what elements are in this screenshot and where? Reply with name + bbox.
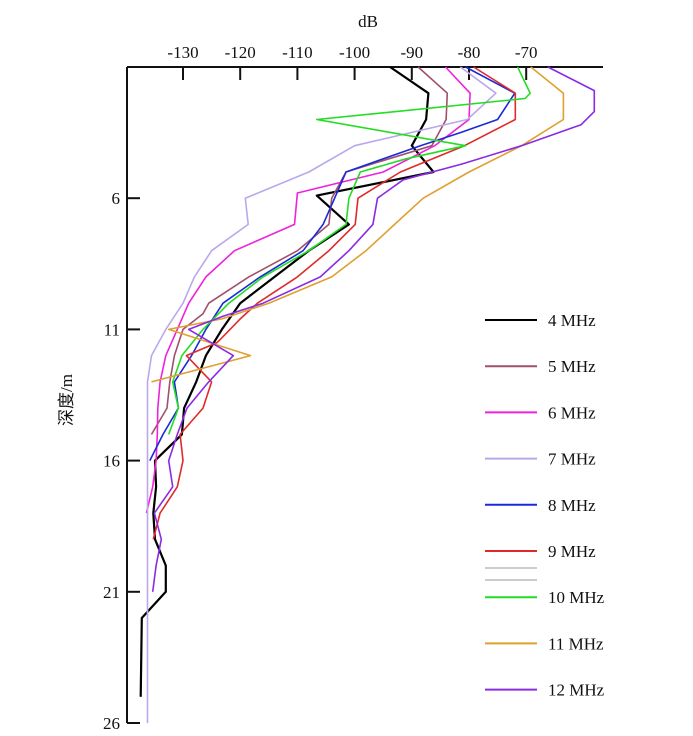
y-tick-label: 11 xyxy=(104,320,120,339)
series-line-12-mhz xyxy=(151,66,596,592)
series-line-8-mhz xyxy=(149,66,516,461)
series-line-5-mhz xyxy=(150,66,449,435)
x-tick-label: -70 xyxy=(515,43,538,62)
y-tick-label: 21 xyxy=(103,583,120,602)
y-tick-label: 6 xyxy=(112,189,121,208)
legend-label: 10 MHz xyxy=(548,588,605,607)
legend: 4 MHz 5 MHz 6 MHz 7 MHz 8 MHz 9 MHz 10 MHz 11 M… xyxy=(485,311,605,700)
series-line-4-mhz xyxy=(139,66,435,697)
y-ticks: 6 11 16 21 26 xyxy=(103,189,140,733)
legend-label: 6 MHz xyxy=(548,403,596,422)
legend-label: 9 MHz xyxy=(548,542,596,561)
series-line-11-mhz xyxy=(151,66,565,383)
x-tick-label: -80 xyxy=(458,43,481,62)
legend-label: 5 MHz xyxy=(548,357,596,376)
series-line-6-mhz xyxy=(145,66,471,514)
axes xyxy=(126,66,603,723)
x-tick-label: -110 xyxy=(282,43,313,62)
series-lines xyxy=(139,66,596,723)
legend-label: 12 MHz xyxy=(548,681,605,700)
legend-label: 4 MHz xyxy=(548,311,596,330)
legend-label: 11 MHz xyxy=(548,634,604,653)
x-tick-label: -90 xyxy=(400,43,423,62)
y-axis-title: 深度/m xyxy=(57,374,76,426)
x-ticks: -130 -120 -110 -100 -90 -80 -70 xyxy=(167,43,538,80)
x-tick-label: -100 xyxy=(339,43,370,62)
x-tick-label: -120 xyxy=(225,43,256,62)
x-tick-label: -130 xyxy=(167,43,198,62)
legend-label: 8 MHz xyxy=(548,496,596,515)
x-axis-title: dB xyxy=(358,12,378,31)
y-tick-label: 26 xyxy=(103,714,120,733)
series-line-10-mhz xyxy=(167,66,532,435)
series-line-9-mhz xyxy=(152,66,517,540)
series-line-7-mhz xyxy=(146,66,497,723)
y-tick-label: 16 xyxy=(103,452,120,471)
legend-label: 7 MHz xyxy=(548,450,596,469)
